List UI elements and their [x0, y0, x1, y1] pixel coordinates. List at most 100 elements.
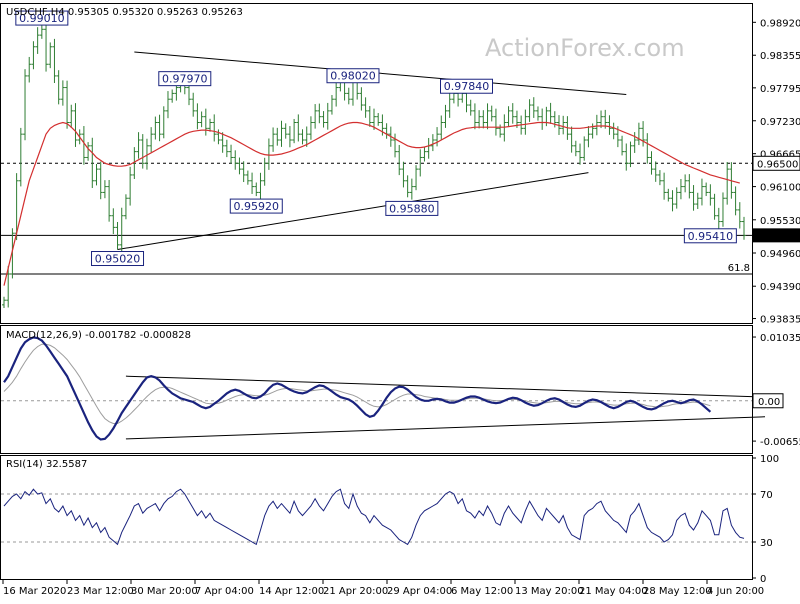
ohlc-bar [195, 103, 200, 130]
ohlc-bar [258, 172, 263, 200]
ohlc-bar [300, 129, 305, 145]
ohlc-bar [481, 110, 486, 129]
rsi-y-tick-label: 30 [760, 538, 773, 549]
ohlc-bar [594, 114, 599, 136]
ohlc-bar [716, 207, 721, 229]
x-tick-label: 29 Apr 04:00 [387, 586, 452, 597]
rsi-title: RSI(14) 32.5587 [6, 459, 87, 470]
ohlc-bar [573, 140, 578, 157]
macd-trendlines [125, 375, 766, 440]
ohlc-bar [132, 147, 137, 180]
ohlc-bar [641, 121, 646, 147]
ohlc-bar [140, 134, 145, 169]
ohlc-bar [115, 222, 120, 250]
ohlc-bar [153, 116, 158, 140]
price-callout-label: 0.95880 [389, 202, 435, 215]
price-trendline [134, 51, 627, 96]
ohlc-bar [220, 132, 225, 153]
price-callout: 0.99010 [15, 10, 69, 26]
ohlc-bar [590, 123, 595, 139]
ohlc-bar [81, 126, 86, 165]
current-price-label: 0.95263 [757, 231, 798, 242]
ohlc-bar [304, 126, 309, 147]
macd-signal-line [3, 343, 711, 424]
macd-zero-tag [752, 393, 784, 409]
level-tag [752, 155, 800, 171]
ohlc-bar [69, 104, 74, 129]
ohlc-bar [170, 89, 175, 103]
ohlc-bar [161, 106, 166, 139]
ohlc-bar [229, 144, 234, 164]
ohlc-bar [695, 192, 700, 209]
ohlc-bar [90, 137, 95, 189]
ohlc-bar [582, 136, 587, 161]
price-callout: 0.95920 [229, 198, 283, 214]
ohlc-bar [308, 116, 313, 140]
price-callout-label: 0.95020 [95, 253, 141, 266]
ohlc-bar [136, 132, 141, 159]
ohlc-bar [506, 106, 511, 127]
ohlc-bar [662, 172, 667, 200]
ohlc-bar [367, 106, 372, 127]
ohlc-bar [334, 79, 339, 107]
ohlc-bar [632, 132, 637, 153]
price-y-axis: 0.98920 0.98355 0.97795 0.97230 0.96665 0.961… [752, 18, 800, 326]
macd-y-tick-label: -0.006553 [760, 437, 800, 448]
price-callout-label: 0.95920 [234, 200, 280, 213]
ohlc-bar [275, 127, 280, 146]
ohlc-bar [48, 42, 53, 69]
price-y-tick-label: 0.93835 [760, 315, 800, 326]
ohlc-bar [699, 178, 704, 206]
ohlc-bar [725, 161, 730, 205]
price-callout-label: 0.95410 [688, 230, 734, 243]
rsi-reference-lines [1, 493, 752, 543]
ohlc-bar [52, 38, 57, 84]
ohlc-bar [687, 174, 692, 199]
ohlc-bar [569, 126, 574, 153]
ohlc-bar [628, 141, 633, 168]
price-callout: 0.98020 [326, 68, 380, 84]
ohlc-bar [203, 108, 208, 136]
ohlc-bar [283, 123, 288, 139]
price-y-tick-label: 0.95530 [760, 216, 800, 227]
ohlc-bar [94, 163, 99, 186]
ohlc-bar [296, 114, 301, 142]
macd-trendline [125, 375, 766, 398]
ohlc-bar [165, 91, 170, 119]
price-callout: 0.95020 [91, 251, 145, 267]
x-tick-label: 4 Jun 20:00 [707, 586, 764, 597]
ohlc-bar [439, 115, 444, 141]
ohlc-bar [35, 27, 40, 54]
ohlc-bar [393, 133, 398, 158]
level-tag-label: 0.96500 [757, 159, 798, 170]
price-callout: 0.95880 [385, 200, 439, 216]
ohlc-bar [535, 106, 540, 121]
ohlc-bar [363, 97, 368, 118]
fib-level-label: 61.8 [728, 263, 750, 274]
rsi-y-tick-label: 100 [760, 454, 779, 465]
ohlc-bar [645, 133, 650, 164]
ohlc-bar [149, 127, 154, 153]
x-tick-label: 23 Mar 12:00 [67, 586, 134, 597]
ohlc-bar [10, 228, 15, 279]
ohlc-bar [708, 184, 713, 206]
ohlc-bar [704, 182, 709, 197]
price-trendlines [117, 51, 627, 251]
ohlc-bar [279, 120, 284, 147]
price-callouts: 0.99010 0.95020 0.97970 0.95920 0.98020 0.958… [15, 10, 737, 267]
ohlc-bar [683, 174, 688, 193]
price-y-tick-label: 0.98920 [760, 18, 800, 29]
ohlc-bar [401, 161, 406, 188]
ohlc-bar [485, 103, 490, 130]
ohlc-bar [430, 134, 435, 152]
ohlc-bar [599, 110, 604, 129]
ohlc-bar [435, 127, 440, 147]
ohlc-bar [472, 103, 477, 130]
x-tick-label: 7 Apr 04:00 [195, 586, 254, 597]
price-y-tick-label: 0.97230 [760, 117, 800, 128]
ohlc-bar [493, 108, 498, 136]
macd-y-tick-label: 0.010358 [760, 333, 800, 344]
price-callout: 0.97840 [440, 78, 493, 94]
ohlc-bar [376, 113, 381, 126]
